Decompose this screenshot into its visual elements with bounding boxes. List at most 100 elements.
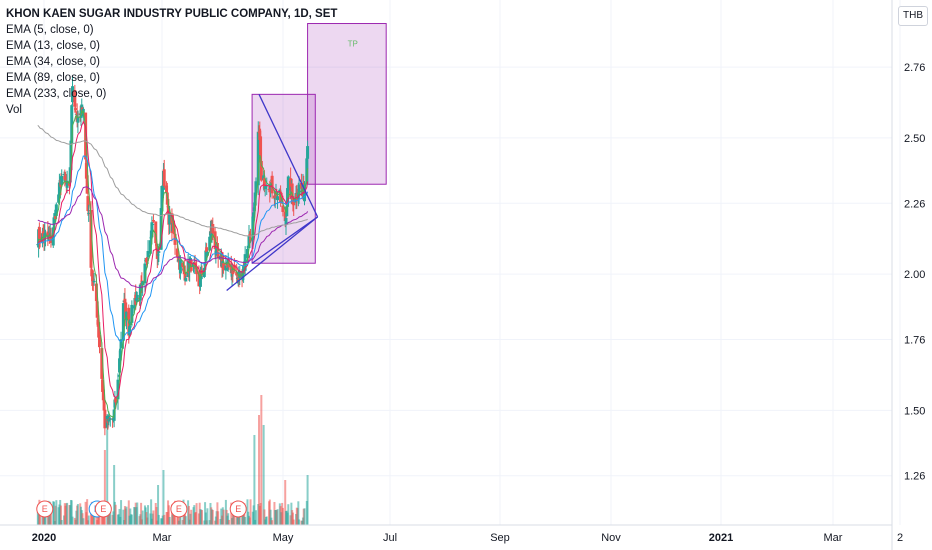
candle-body [155, 243, 159, 246]
candle-body [139, 283, 143, 285]
volume-bar [147, 505, 150, 525]
candle-body [242, 265, 246, 274]
volume-bar [217, 511, 220, 525]
volume-bar [157, 514, 160, 525]
candle-body [211, 224, 215, 234]
legend-volume[interactable]: Vol [6, 104, 22, 116]
candle-body [208, 236, 212, 251]
candle-body [198, 275, 202, 287]
volume-bar [227, 519, 230, 525]
candle-body [197, 271, 201, 287]
candle-body [128, 326, 132, 328]
volume-bar [49, 512, 52, 525]
candle-body [71, 86, 75, 103]
volume-bar [109, 512, 112, 525]
candle-body [252, 212, 256, 218]
candle-body [91, 274, 95, 282]
volume-bar [76, 504, 79, 525]
volume-bar [271, 520, 274, 525]
candle-body [149, 236, 153, 239]
candle-body [156, 254, 160, 256]
ema-line [37, 124, 308, 237]
candle-body [251, 216, 255, 241]
volume-bar [260, 395, 263, 525]
candle-body [63, 176, 67, 180]
legend-ema233[interactable]: EMA (233, close, 0) [6, 88, 107, 100]
candle-body [113, 399, 117, 408]
candle-body [52, 217, 56, 225]
legend-ema5[interactable]: EMA (5, close, 0) [6, 24, 94, 36]
trendlines [226, 94, 319, 291]
volume-bar [281, 507, 284, 525]
candle-body [254, 181, 258, 193]
volume-bar [233, 509, 236, 525]
candle-body [262, 175, 266, 181]
volume-bar [187, 505, 190, 525]
candle-body [92, 280, 96, 283]
candle-body [184, 278, 188, 282]
candle-body [65, 180, 69, 188]
earnings-marker[interactable] [229, 500, 247, 518]
price-tick-label: 2.50 [904, 133, 925, 145]
candle-body [102, 399, 106, 411]
candle-body [90, 269, 94, 277]
candle-body [85, 175, 89, 194]
volume-bar [284, 480, 287, 525]
volume-bar [303, 508, 306, 525]
price-axis[interactable]: 2.76 2.50 2.26 2.00 1.76 1.50 1.26 [904, 62, 925, 483]
candle-body [38, 237, 42, 242]
candle-body [143, 263, 147, 284]
ema-lines [37, 109, 309, 419]
volume-bar [162, 470, 165, 525]
legend-ema34[interactable]: EMA (34, close, 0) [6, 56, 100, 68]
legend-ema89[interactable]: EMA (89, close, 0) [6, 72, 100, 84]
volume-bar [103, 450, 106, 525]
candle-body [97, 322, 101, 338]
earnings-marker[interactable] [94, 500, 112, 518]
volume-bar [130, 514, 133, 525]
time-tick-label: Mar [153, 532, 172, 544]
candle-body [264, 186, 268, 188]
volume-bar [86, 499, 89, 525]
candle-body [241, 271, 245, 280]
earnings-marker[interactable] [36, 500, 54, 518]
candle-body [216, 252, 220, 259]
earnings-marker[interactable] [170, 500, 188, 518]
volume-bar [157, 485, 160, 525]
candle-body [107, 415, 111, 422]
candle-body [87, 212, 91, 214]
ema-line [37, 109, 309, 419]
candle-body [132, 305, 136, 309]
time-tick-label: 2021 [709, 532, 733, 544]
volume-bar [249, 499, 252, 525]
candle-body [224, 265, 228, 271]
candle-body [148, 240, 152, 254]
ema-line [37, 186, 309, 288]
currency-badge[interactable]: THB [898, 6, 928, 26]
candle-body [118, 358, 122, 373]
volume-bar [163, 514, 166, 525]
time-axis[interactable]: 2020 Mar May Jul Sep Nov 2021 Mar 2 [32, 532, 903, 544]
candle-body [205, 247, 209, 253]
candle-body [103, 409, 107, 429]
candle-body [299, 182, 303, 189]
event-markers[interactable]: EDEEE [36, 500, 247, 518]
candle-body [54, 216, 58, 220]
candle-body [172, 228, 176, 235]
candle-body [86, 196, 90, 212]
price-tick-label: 1.76 [904, 335, 925, 347]
legend-ema13[interactable]: EMA (13, close, 0) [6, 40, 100, 52]
candle-body [135, 294, 139, 303]
candle-body [128, 326, 132, 335]
volume-bar [184, 516, 187, 525]
trendline [258, 94, 319, 218]
candle-body [57, 194, 61, 203]
candle-body [178, 259, 182, 274]
event-marker-label: E [235, 504, 241, 514]
volume-bar [244, 516, 247, 525]
tp-box [307, 23, 387, 185]
symbol-title[interactable]: KHON KAEN SUGAR INDUSTRY PUBLIC COMPANY,… [6, 8, 338, 20]
volume-bar [136, 502, 139, 525]
event-marker-label: E [42, 504, 48, 514]
